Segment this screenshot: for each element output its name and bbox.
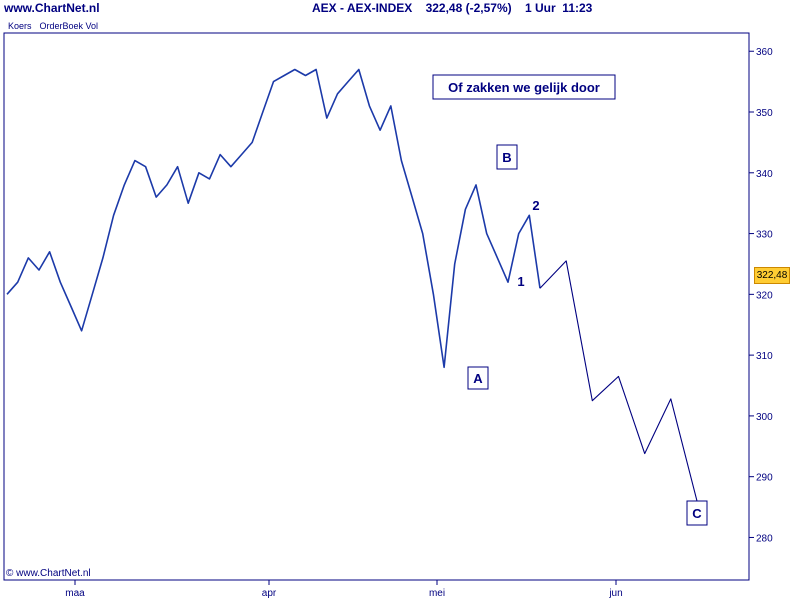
y-tick-label: 280 [756,533,773,544]
annotation-label: A [473,371,483,386]
wave-label: 1 [517,274,524,289]
last-price-tag: 322,48 [754,267,790,284]
annotation-box [467,366,489,390]
chart-header: www.ChartNet.nl AEX - AEX-INDEX 322,48 (… [0,0,800,17]
series-price-line [6,68,541,369]
copyright-text: © www.ChartNet.nl [6,568,91,579]
wave-label: 2 [532,198,539,213]
y-tick-label: 330 [756,230,773,241]
tab-koers[interactable]: Koers [8,21,32,31]
x-tick-label: jun [608,588,622,599]
annotation-label: B [502,150,511,165]
tab-orderboek-vol[interactable]: OrderBoek Vol [39,21,99,31]
annotation-label: Of zakken we gelijk door [448,80,600,95]
annotation-box [432,74,616,100]
site-name[interactable]: www.ChartNet.nl [4,1,100,15]
y-tick-label: 300 [756,412,773,423]
x-tick-label: maa [65,588,85,599]
annotation-label: C [692,506,702,521]
y-tick-label: 320 [756,290,773,301]
chart-tabs: Koers OrderBoek Vol [4,21,102,34]
y-tick-label: 360 [756,47,773,58]
x-tick-label: apr [262,588,277,599]
series-projection-line [539,260,698,502]
annotation-box [686,500,708,526]
y-tick-label: 340 [756,169,773,180]
y-tick-label: 290 [756,473,773,484]
y-tick-label: 310 [756,351,773,362]
annotation-box [496,144,518,170]
y-tick-label: 350 [756,108,773,119]
x-tick-label: mei [429,588,445,599]
chart-title: AEX - AEX-INDEX 322,48 (-2,57%) 1 Uur 11… [312,1,593,15]
plot-frame [3,32,750,581]
